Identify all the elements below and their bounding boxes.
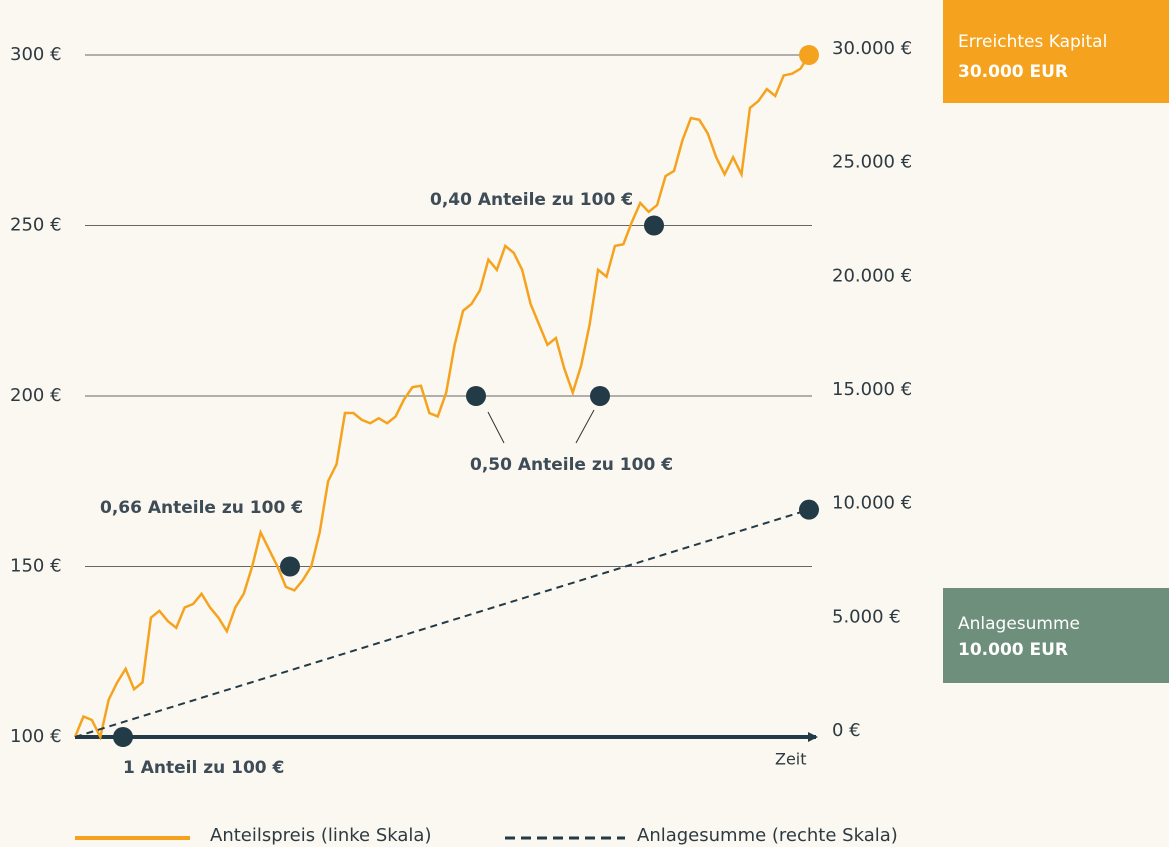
x-axis-label: Zeit [775, 750, 807, 769]
y-tick-label: 250 € [10, 215, 62, 236]
info-box [943, 588, 1169, 683]
purchase-marker [113, 727, 133, 747]
purchase-marker [590, 386, 610, 406]
annotation: 0,66 Anteile zu 100 € [100, 498, 303, 518]
y2-tick-label: 15.000 € [832, 379, 912, 400]
y2-tick-label: 10.000 € [832, 493, 912, 514]
end-marker [799, 499, 819, 520]
purchase-marker [644, 215, 664, 236]
y-tick-label: 100 € [10, 726, 62, 747]
info-box-value: 10.000 EUR [958, 640, 1068, 660]
y-tick-label: 150 € [10, 556, 62, 577]
info-box-value: 30.000 EUR [958, 62, 1068, 82]
purchase-marker [466, 386, 486, 406]
purchase-marker [280, 556, 300, 577]
y2-tick-label: 25.000 € [832, 152, 912, 173]
y2-tick-label: 30.000 € [832, 38, 912, 59]
y-tick-label: 300 € [10, 44, 62, 65]
info-box-title: Anlagesumme [958, 614, 1080, 634]
info-box-title: Erreichtes Kapital [958, 32, 1107, 52]
annotation: 0,50 Anteile zu 100 € [470, 455, 673, 475]
connector [575, 409, 595, 444]
series-line [74, 508, 810, 738]
y2-tick-label: 0 € [832, 720, 861, 741]
y-tick-label: 200 € [10, 385, 62, 406]
end-marker [799, 45, 819, 65]
legend-label: Anteilspreis (linke Skala) [210, 825, 431, 846]
y2-tick-label: 20.000 € [832, 265, 912, 286]
connector [487, 411, 505, 444]
annotation: 1 Anteil zu 100 € [123, 758, 284, 778]
legend-label: Anlagesumme (rechte Skala) [637, 825, 898, 846]
y2-tick-label: 5.000 € [832, 606, 901, 627]
info-box [943, 0, 1169, 103]
series-line [73, 54, 811, 741]
annotation: 0,40 Anteile zu 100 € [430, 190, 633, 210]
